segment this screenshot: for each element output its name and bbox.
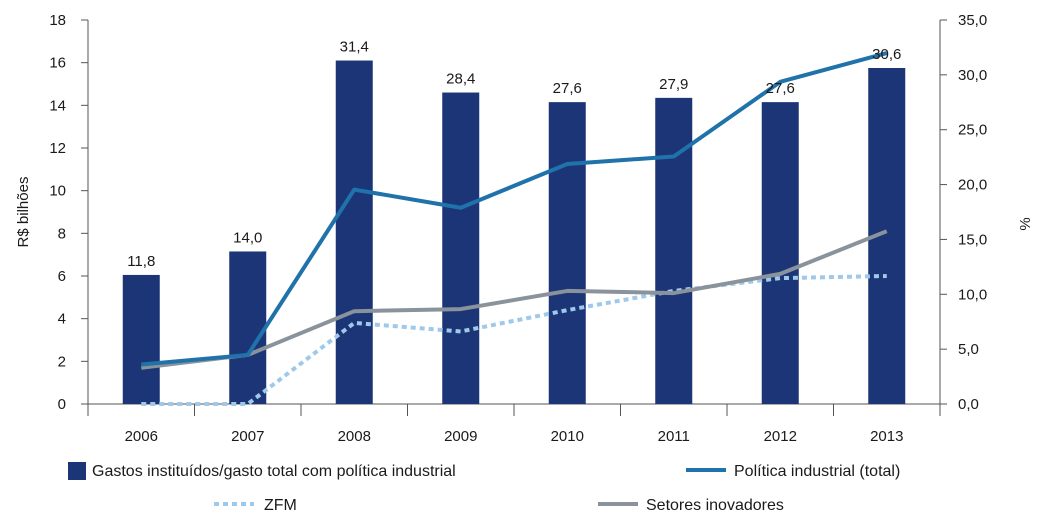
y-tick-label: 0 bbox=[58, 396, 66, 413]
y-tick-label: 4 bbox=[58, 311, 66, 328]
y2-tick-label: 25,0 bbox=[958, 122, 987, 139]
y-tick-label: 12 bbox=[49, 140, 66, 157]
x-tick-label: 2011 bbox=[658, 428, 690, 445]
y2-tick-label: 30,0 bbox=[958, 67, 987, 84]
series-line bbox=[141, 229, 888, 370]
bar-data-label: 27,6 bbox=[766, 80, 795, 97]
y2-axis-title: % bbox=[1017, 217, 1034, 230]
x-tick-label: 2008 bbox=[338, 428, 371, 445]
y-tick-label: 8 bbox=[58, 225, 66, 242]
legend-label: Política industrial (total) bbox=[734, 463, 900, 480]
legend: Gastos instituídos/gasto total com polít… bbox=[68, 462, 900, 514]
bar-data-label: 14,0 bbox=[233, 229, 262, 246]
y2-tick-label: 15,0 bbox=[958, 231, 987, 248]
y-tick-label: 2 bbox=[58, 353, 66, 370]
series-line bbox=[141, 51, 888, 367]
axes: 0 2 4 6 8 10 12 14 16 18 0,0 5,0 10,0 15,0 20,0 25,0 30,… bbox=[15, 12, 1034, 445]
bar-data-label: 11,8 bbox=[127, 253, 155, 270]
series-line bbox=[141, 274, 887, 406]
legend-label: ZFM bbox=[264, 497, 297, 514]
bar bbox=[335, 60, 373, 405]
y-tick-label: 6 bbox=[58, 268, 66, 285]
y-tick-label: 16 bbox=[49, 55, 66, 72]
legend-label: Gastos instituídos/gasto total com polít… bbox=[92, 463, 456, 480]
bars bbox=[122, 60, 906, 405]
y2-tick-label: 35,0 bbox=[958, 12, 987, 29]
y2-tick-label: 0,0 bbox=[958, 396, 979, 413]
y2-tick-label: 5,0 bbox=[958, 341, 979, 358]
y-axis-title: R$ bilhões bbox=[15, 177, 32, 248]
bar-data-label: 31,4 bbox=[340, 39, 369, 56]
y2-tick-label: 10,0 bbox=[958, 286, 987, 303]
legend-label: Setores inovadores bbox=[646, 497, 784, 514]
x-tick-label: 2012 bbox=[764, 428, 797, 445]
bar bbox=[122, 274, 160, 404]
x-tick-label: 2007 bbox=[231, 428, 264, 445]
bar-data-label: 28,4 bbox=[446, 71, 475, 88]
series-lines bbox=[141, 51, 888, 406]
y-tick-label: 14 bbox=[49, 97, 66, 114]
data-labels: 11,8 14,0 31,4 28,4 27,6 27,9 27,6 30,6 bbox=[127, 39, 901, 270]
bar bbox=[655, 97, 693, 404]
bar bbox=[229, 251, 267, 404]
y2-tick-label: 20,0 bbox=[958, 177, 987, 194]
y-tick-label: 18 bbox=[49, 12, 66, 29]
bar-data-label: 27,9 bbox=[659, 76, 688, 93]
bar-data-label: 27,6 bbox=[553, 80, 582, 97]
x-tick-label: 2006 bbox=[125, 428, 158, 445]
x-tick-label: 2009 bbox=[444, 428, 477, 445]
bar bbox=[442, 92, 480, 405]
bar bbox=[761, 102, 799, 404]
bar-data-label: 30,6 bbox=[872, 46, 901, 63]
legend-swatch bbox=[68, 462, 86, 480]
bar bbox=[548, 102, 586, 404]
x-tick-label: 2013 bbox=[870, 428, 903, 445]
y-tick-label: 10 bbox=[49, 183, 66, 200]
x-tick-label: 2010 bbox=[551, 428, 584, 445]
